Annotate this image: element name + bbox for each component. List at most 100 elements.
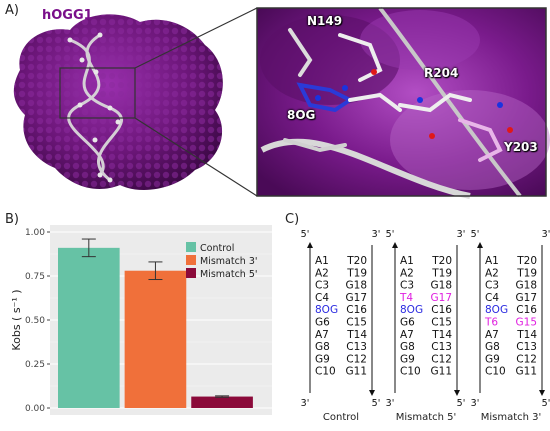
- base-left: 8OG: [400, 304, 423, 316]
- base-left: A2: [485, 267, 499, 279]
- strand-end-top-right: 3': [372, 229, 381, 240]
- y-tick-label: 0.25: [25, 360, 45, 370]
- y-tick-label: 0.00: [25, 404, 45, 414]
- base-right: T14: [431, 329, 452, 341]
- residue-label-n149: N149: [307, 14, 343, 28]
- base-left: C3: [485, 280, 499, 292]
- y-tick-label: 0.50: [25, 316, 45, 326]
- base-left: T6: [484, 317, 498, 329]
- base-right: T19: [431, 267, 452, 279]
- base-right: G17: [346, 292, 368, 304]
- base-left: A7: [400, 329, 414, 341]
- residue-label-y203: Y203: [504, 140, 538, 154]
- dna-sequence-diagram: 5' 3'3' 5'A1A2C3C48OGG6A7G8G9C10T20T19G18G…: [301, 229, 550, 423]
- base-left: C3: [315, 280, 329, 292]
- sequence-caption: Control: [323, 412, 359, 423]
- base-left: 8OG: [315, 304, 338, 316]
- bar-1: [124, 270, 187, 408]
- protein-name-label: hOGG1: [42, 8, 93, 23]
- base-left: C10: [485, 366, 506, 378]
- base-right: T19: [346, 267, 367, 279]
- base-left: G8: [485, 341, 500, 353]
- residue-label-8og: 8OG: [287, 108, 316, 122]
- base-right: C13: [346, 341, 367, 353]
- base-left: G9: [485, 353, 500, 365]
- y-tick-label: 1.00: [25, 228, 45, 238]
- base-left: A7: [485, 329, 499, 341]
- strand-end-bottom-right: 5': [542, 398, 550, 409]
- base-right: G15: [516, 317, 538, 329]
- residue-label-r204: R204: [424, 66, 459, 80]
- base-left: G6: [400, 317, 415, 329]
- y-tick-label: 0.75: [25, 272, 45, 282]
- base-left: C10: [315, 366, 336, 378]
- base-left: A1: [315, 255, 329, 267]
- base-right: C12: [431, 353, 452, 365]
- base-left: C4: [315, 292, 329, 304]
- base-left: T4: [399, 292, 413, 304]
- base-right: G18: [516, 280, 538, 292]
- strand-end-top-left: 5': [471, 229, 480, 240]
- base-right: G18: [346, 280, 368, 292]
- strand-end-bottom-left: 3': [301, 398, 310, 409]
- base-right: T20: [431, 255, 452, 267]
- base-left: A7: [315, 329, 329, 341]
- strand-end-top-left: 5': [386, 229, 395, 240]
- base-left: A1: [485, 255, 499, 267]
- panel-b-letter: B): [5, 212, 19, 227]
- base-left: C10: [400, 366, 421, 378]
- strand-end-top-right: 3': [457, 229, 466, 240]
- base-right: C16: [346, 304, 367, 316]
- base-right: T19: [516, 267, 537, 279]
- base-left: G9: [400, 353, 415, 365]
- base-right: G11: [431, 366, 453, 378]
- base-right: C15: [346, 317, 367, 329]
- base-right: C15: [431, 317, 452, 329]
- sequence-caption: Mismatch 3': [481, 412, 542, 423]
- strand-end-bottom-right: 5': [457, 398, 466, 409]
- base-right: C13: [516, 341, 537, 353]
- base-right: T20: [516, 255, 537, 267]
- base-left: A2: [315, 267, 329, 279]
- zoom-panel: [256, 6, 550, 199]
- base-right: G17: [431, 292, 453, 304]
- legend-swatch: [186, 255, 196, 265]
- legend-label: Control: [200, 243, 234, 254]
- legend-label: Mismatch 3': [200, 256, 258, 267]
- base-right: T14: [346, 329, 367, 341]
- base-right: C12: [346, 353, 367, 365]
- panel-a-letter: A): [5, 3, 19, 18]
- base-right: G11: [516, 366, 538, 378]
- base-right: C12: [516, 353, 537, 365]
- sequence-caption: Mismatch 5': [396, 412, 457, 423]
- bar-2: [191, 396, 253, 408]
- kobs-bar-chart: 0.00 0.25 0.50 0.75 1.00 Kobs ( s⁻¹ ) Control M…: [10, 225, 272, 415]
- base-right: G18: [431, 280, 453, 292]
- panel-c-letter: C): [285, 212, 300, 227]
- base-right: T14: [516, 329, 537, 341]
- base-right: G17: [516, 292, 538, 304]
- base-left: G8: [400, 341, 415, 353]
- base-left: G6: [315, 317, 330, 329]
- strand-end-bottom-left: 3': [471, 398, 480, 409]
- base-left: G9: [315, 353, 330, 365]
- strand-end-top-left: 5': [301, 229, 310, 240]
- zoom-selection-box: [59, 67, 136, 119]
- base-left: A1: [400, 255, 414, 267]
- strand-end-top-right: 3': [542, 229, 550, 240]
- base-right: G11: [346, 366, 368, 378]
- base-left: A2: [400, 267, 414, 279]
- base-left: 8OG: [485, 304, 508, 316]
- bar-0: [58, 247, 120, 408]
- legend-swatch: [186, 268, 196, 278]
- base-right: C16: [431, 304, 452, 316]
- base-left: C3: [400, 280, 414, 292]
- protein-structure-image: [13, 6, 550, 199]
- base-right: C13: [431, 341, 452, 353]
- legend-label: Mismatch 5': [200, 269, 258, 280]
- base-right: C16: [516, 304, 537, 316]
- legend-swatch: [186, 242, 196, 252]
- base-left: C4: [485, 292, 499, 304]
- strand-end-bottom-left: 3': [386, 398, 395, 409]
- base-right: T20: [346, 255, 367, 267]
